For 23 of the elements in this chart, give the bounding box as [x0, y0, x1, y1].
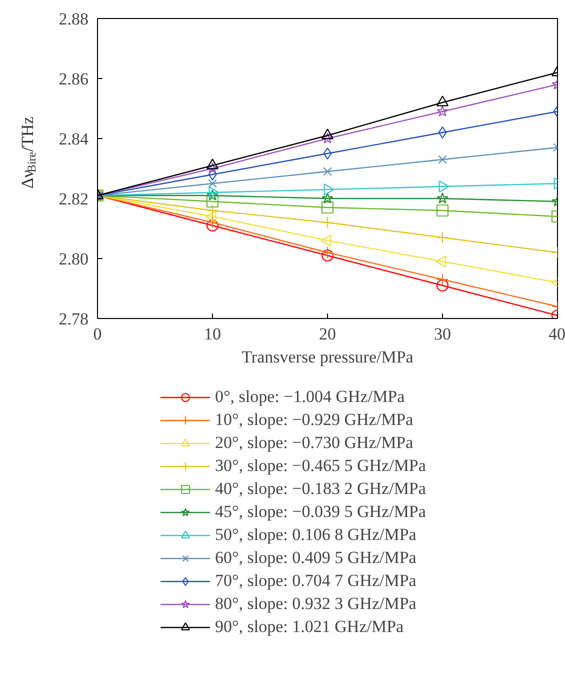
- y-tick-label: 2.80: [58, 250, 88, 268]
- legend-label: 60°, slope: 0.409 5 GHz/MPa: [215, 548, 416, 568]
- legend-label: 80°, slope: 0.932 3 GHz/MPa: [215, 594, 416, 614]
- y-tick-label: 2.82: [58, 190, 88, 208]
- x-tick-label: 40: [548, 324, 565, 344]
- legend-label: 70°, slope: 0.704 7 GHz/MPa: [215, 571, 416, 591]
- legend-label: 45°, slope: −0.039 5 GHz/MPa: [215, 502, 426, 522]
- legend-label: 40°, slope: −0.183 2 GHz/MPa: [215, 479, 426, 499]
- y-tick-label: 2.78: [58, 310, 88, 328]
- y-tick-label: 2.86: [58, 70, 88, 88]
- legend-label: 50°, slope: 0.106 8 GHz/MPa: [215, 525, 416, 545]
- legend-label: 10°, slope: −0.929 GHz/MPa: [215, 410, 414, 430]
- x-axis-title: Transverse pressure/MPa: [242, 348, 414, 366]
- x-tick-label: 10: [204, 324, 221, 344]
- legend-label: 0°, slope: −1.004 GHz/MPa: [215, 387, 405, 407]
- x-tick-label: 30: [434, 324, 451, 344]
- legend-label: 90°, slope: 1.021 GHz/MPa: [215, 617, 404, 637]
- x-tick-label: 0: [93, 324, 102, 344]
- legend-label: 20°, slope: −0.730 GHz/MPa: [215, 433, 414, 453]
- y-tick-label: 2.84: [58, 130, 89, 148]
- y-tick-label: 2.88: [58, 10, 88, 28]
- legend-label: 30°, slope: −0.465 5 GHz/MPa: [215, 456, 426, 476]
- x-tick-label: 20: [319, 324, 336, 344]
